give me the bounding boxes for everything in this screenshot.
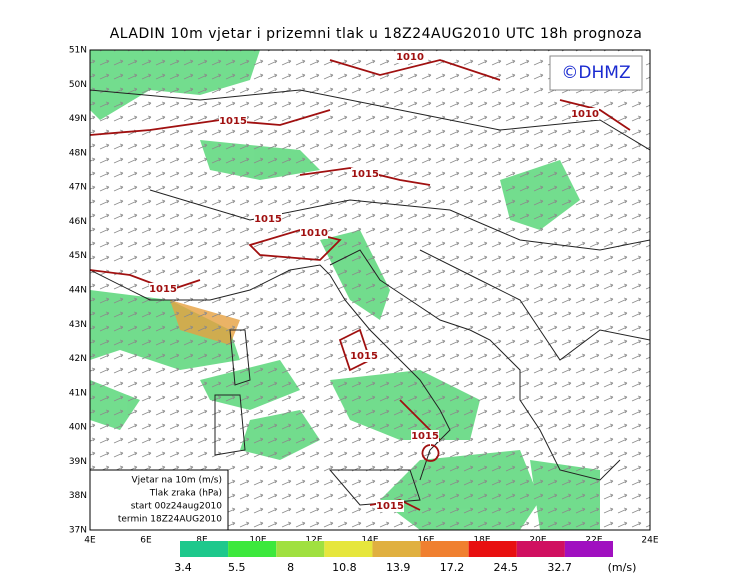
lon-label: 16E: [417, 536, 434, 546]
lat-label: 37N: [69, 526, 87, 536]
colorbar-label: 3.4: [174, 561, 192, 574]
logo-box: [549, 55, 643, 91]
isobar-label-bg: [254, 213, 282, 225]
lon-label: 8E: [196, 536, 208, 546]
lon-label: 20E: [529, 536, 546, 546]
colorbar-box: [420, 541, 469, 557]
lon-label: 22E: [585, 536, 602, 546]
isobar-label-bg: [219, 115, 247, 127]
lon-label: 10E: [249, 536, 266, 546]
lat-label: 38N: [69, 491, 87, 501]
legend-line: Vjetar na 10m (m/s): [132, 476, 222, 486]
isobar-label: 1015: [351, 169, 379, 180]
lat-label: 49N: [69, 114, 87, 124]
lat-label: 47N: [69, 183, 87, 193]
lat-label: 40N: [69, 423, 87, 433]
isobar-label: 1015: [219, 116, 247, 127]
lat-label: 50N: [69, 80, 87, 90]
lat-label: 41N: [69, 388, 87, 398]
isobar-label: 1015: [254, 214, 282, 225]
isobar-label-bg: [149, 283, 177, 295]
isobar-label-bg: [396, 51, 424, 63]
lat-label: 48N: [69, 148, 87, 158]
isobar-label: 1010: [300, 228, 328, 239]
isobar-label-bg: [376, 500, 404, 512]
isobar-label: 1015: [350, 351, 378, 362]
colorbar-box: [564, 541, 613, 557]
isobar-label-bg: [351, 168, 379, 180]
lat-label: 44N: [69, 286, 87, 296]
colorbar-label: 8: [287, 561, 294, 574]
legend-line: termin 18Z24AUG2010: [118, 515, 222, 525]
lon-label: 14E: [361, 536, 378, 546]
lon-label: 6E: [140, 536, 152, 546]
lon-label: 4E: [84, 536, 96, 546]
colorbar-box: [516, 541, 565, 557]
dynamic-layer: 51N 50N 49N 48N 47N 46N 45N 44N 43N 42N 41N 40N 39N 3…: [69, 46, 659, 575]
isobar-label-bg: [571, 108, 599, 120]
map-frame: [89, 49, 651, 531]
colorbar-unit: (m/s): [608, 561, 637, 574]
colorbar-box: [276, 541, 325, 557]
colorbar-box: [180, 541, 229, 557]
colorbar-box: [468, 541, 517, 557]
lon-label: 12E: [305, 536, 322, 546]
lat-label: 39N: [69, 457, 87, 467]
colorbar-label: 13.9: [386, 561, 411, 574]
lon-label: 18E: [473, 536, 490, 546]
colorbar-label: 17.2: [440, 561, 465, 574]
lon-label: 24E: [641, 536, 658, 546]
colorbar-label: 24.5: [494, 561, 519, 574]
legend-box: [89, 469, 229, 531]
lat-label: 51N: [69, 46, 87, 56]
colorbar-box: [324, 541, 373, 557]
legend-line: start 00z24aug2010: [131, 502, 223, 512]
isobar-label: 1010: [396, 52, 424, 63]
lat-label: 42N: [69, 354, 87, 364]
lat-label: 45N: [69, 251, 87, 261]
map: [90, 50, 650, 530]
colorbar-label: 5.5: [228, 561, 246, 574]
lat-label: 46N: [69, 217, 87, 227]
isobar-label: 1010: [571, 109, 599, 120]
legend-line: Tlak zraka (hPa): [149, 489, 222, 499]
logo: ©DHMZ: [561, 63, 630, 83]
colorbar-box: [228, 541, 277, 557]
colorbar-box: [372, 541, 421, 557]
isobar-label-bg: [411, 430, 439, 442]
colorbar-label: 32.7: [547, 561, 572, 574]
isobar-label: 1015: [149, 284, 177, 295]
coastlines: [90, 89, 650, 506]
isobar-label-bg: [350, 350, 378, 362]
isobar-label: 1015: [376, 501, 404, 512]
title: ALADIN 10m vjetar i prizemni tlak u 18Z2…: [110, 26, 643, 42]
lat-label: 43N: [69, 320, 87, 330]
isobar-label: 1015: [411, 431, 439, 442]
colorbar-label: 10.8: [332, 561, 357, 574]
isobar-label-bg: [300, 227, 328, 239]
